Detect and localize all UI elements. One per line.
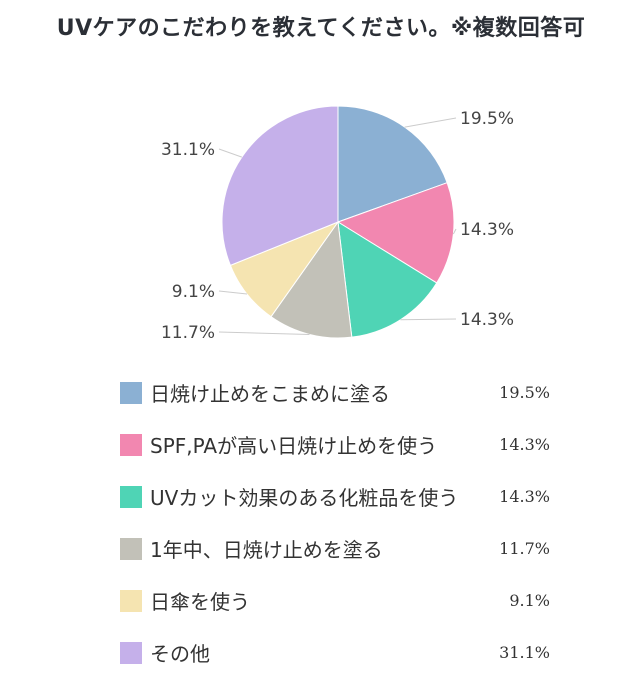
legend-label: 1年中、日焼け止めを塗る: [150, 538, 383, 562]
legend-item: 日焼け止めをこまめに塗る 19.5%: [120, 366, 560, 418]
leader-line: [404, 117, 457, 128]
legend-label: SPF,PAが高い日焼け止めを使う: [150, 434, 438, 458]
legend-label: UVカット効果のある化粧品を使う: [150, 486, 459, 510]
legend-value: 11.7%: [499, 539, 550, 558]
legend-swatch: [120, 486, 142, 508]
legend-swatch: [120, 642, 142, 664]
legend-swatch: [120, 382, 142, 404]
pie-chart: 19.5% 14.3% 14.3% 11.7% 9.1% 31.1%: [161, 105, 514, 343]
legend-label: その他: [150, 642, 210, 666]
legend: 日焼け止めをこまめに塗る 19.5% SPF,PAが高い日焼け止めを使う 14.3% U…: [120, 366, 560, 678]
leader-line: [400, 318, 457, 321]
legend-item: 1年中、日焼け止めを塗る 11.7%: [120, 522, 560, 574]
data-label: 31.1%: [161, 140, 215, 160]
data-label: 19.5%: [460, 109, 514, 129]
legend-label: 日傘を使う: [150, 590, 250, 614]
leader-line: [218, 148, 243, 158]
legend-swatch: [120, 538, 142, 560]
pie-slice: [337, 221, 438, 338]
chart-title: UVケアのこだわりを教えてください。※複数回答可: [56, 16, 586, 41]
leader-line: [218, 331, 310, 335]
legend-value: 31.1%: [499, 643, 550, 662]
legend-swatch: [120, 434, 142, 456]
pie-slice: [270, 220, 353, 339]
data-label: 11.7%: [161, 323, 215, 343]
legend-label: 日焼け止めをこまめに塗る: [150, 382, 390, 406]
legend-value: 14.3%: [499, 435, 550, 454]
data-label: 9.1%: [172, 282, 215, 302]
data-label: 14.3%: [460, 220, 514, 240]
data-label: 14.3%: [460, 310, 514, 330]
legend-item: SPF,PAが高い日焼け止めを使う 14.3%: [120, 418, 560, 470]
legend-item: その他 31.1%: [120, 626, 560, 678]
legend-item: UVカット効果のある化粧品を使う 14.3%: [120, 470, 560, 522]
legend-swatch: [120, 590, 142, 612]
legend-value: 14.3%: [499, 487, 550, 506]
legend-value: 19.5%: [499, 383, 550, 402]
leader-line: [452, 228, 457, 235]
pie-slice: [337, 105, 448, 223]
leader-line: [218, 290, 248, 295]
legend-value: 9.1%: [509, 591, 550, 610]
legend-item: 日傘を使う 9.1%: [120, 574, 560, 626]
